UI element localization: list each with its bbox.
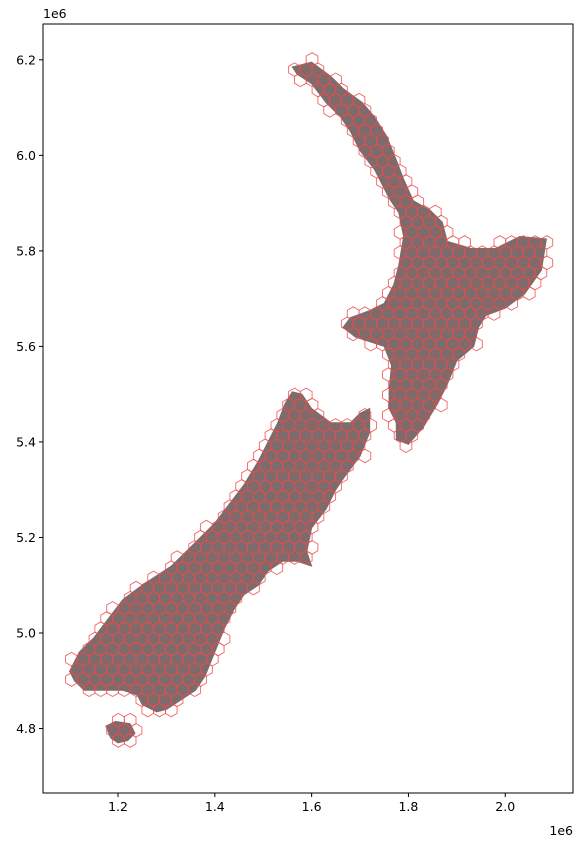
x-tick-label-2: 1.6 <box>302 799 322 814</box>
x-tick-label-1: 1.4 <box>205 799 225 814</box>
y-tick-label-4: 5.6 <box>16 339 36 354</box>
hex-cell <box>358 448 372 464</box>
x-offset-label: 1e6 <box>549 823 573 838</box>
y-tick-label-6: 6.0 <box>16 148 36 163</box>
axes-frame <box>42 23 574 794</box>
x-tick-label-0: 1.2 <box>108 799 128 814</box>
hex-cell <box>505 296 518 311</box>
hex-cell <box>399 438 413 454</box>
hex-cell <box>123 733 137 748</box>
y-tick-label-7: 6.2 <box>16 52 36 67</box>
hex-cell <box>434 397 448 413</box>
y-tick-label-3: 5.4 <box>16 434 36 449</box>
x-axis: 1.2 1.4 1.6 1.8 2.0 <box>108 793 515 814</box>
y-tick-label-2: 5.2 <box>16 530 36 545</box>
y-axis: 4.8 5.0 5.2 5.4 5.6 5.8 6.0 6.2 <box>16 52 43 736</box>
y-tick-label-5: 5.8 <box>16 243 36 258</box>
hex-grid-layer <box>65 52 554 748</box>
x-tick-label-3: 1.8 <box>398 799 418 814</box>
plot-area <box>65 52 554 748</box>
hex-cell <box>164 702 178 718</box>
stewart-island-shape <box>105 720 136 744</box>
y-offset-label: 1e6 <box>43 6 67 21</box>
hex-cell <box>522 285 536 301</box>
x-tick-label-4: 2.0 <box>495 799 515 814</box>
hex-cell <box>247 580 260 596</box>
hex-cell <box>299 550 313 565</box>
hex-cell <box>470 336 483 352</box>
y-tick-label-0: 4.8 <box>16 721 36 736</box>
hex-cell <box>270 560 284 576</box>
hex-cell <box>188 682 202 698</box>
hex-cell <box>487 306 501 321</box>
y-tick-label-1: 5.0 <box>16 625 36 640</box>
